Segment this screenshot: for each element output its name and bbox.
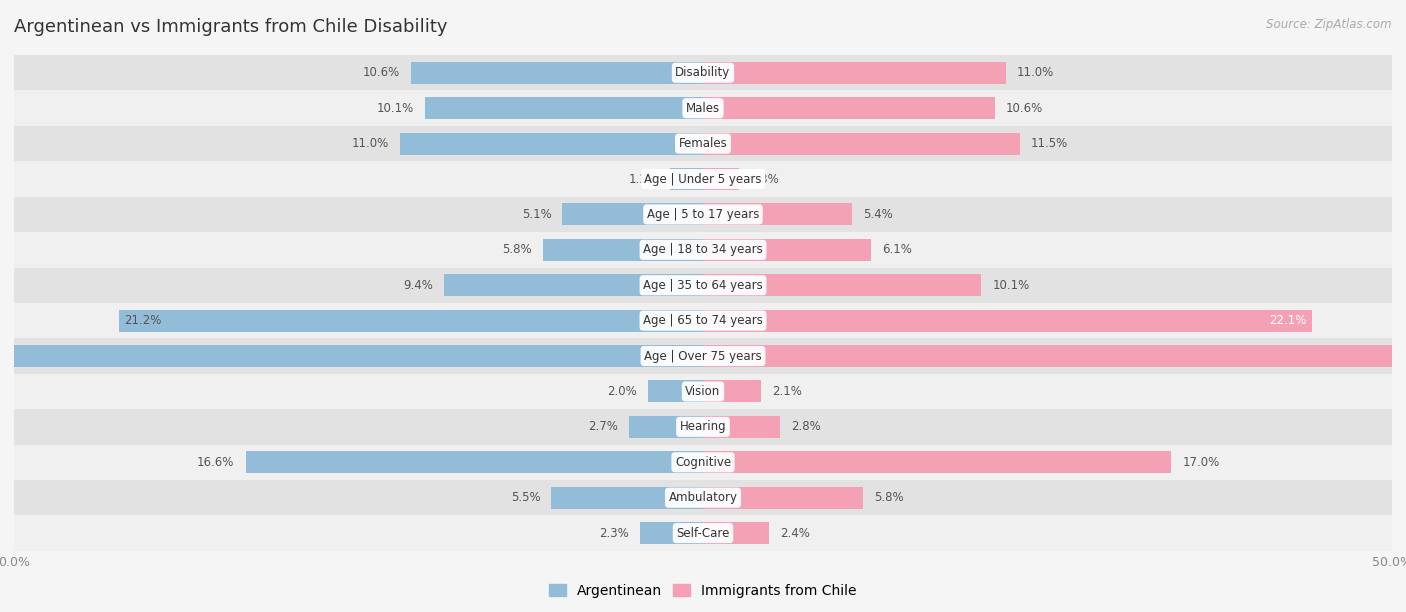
Bar [703,522,769,544]
Bar [703,62,1007,84]
Bar [118,310,703,332]
Text: Age | Over 75 years: Age | Over 75 years [644,349,762,362]
Bar [14,303,1392,338]
Text: 1.2%: 1.2% [628,173,659,185]
Bar [0,345,703,367]
Bar [14,338,1392,374]
Text: 2.3%: 2.3% [599,526,628,540]
Text: Age | Under 5 years: Age | Under 5 years [644,173,762,185]
Bar [703,451,1171,473]
Bar [14,162,1392,196]
Bar [703,133,1019,155]
Text: Males: Males [686,102,720,114]
Bar [703,310,1312,332]
Bar [703,381,761,403]
Bar [14,267,1392,303]
Bar [14,91,1392,126]
Bar [444,274,703,296]
Bar [14,444,1392,480]
Text: 6.1%: 6.1% [882,244,912,256]
Text: Age | 18 to 34 years: Age | 18 to 34 years [643,244,763,256]
Bar [411,62,703,84]
Text: 11.5%: 11.5% [1031,137,1069,150]
Text: 5.4%: 5.4% [863,208,893,221]
Bar [399,133,703,155]
Text: 16.6%: 16.6% [197,456,235,469]
Text: 2.8%: 2.8% [792,420,821,433]
Bar [14,480,1392,515]
Legend: Argentinean, Immigrants from Chile: Argentinean, Immigrants from Chile [544,578,862,603]
Text: Hearing: Hearing [679,420,727,433]
Text: 2.4%: 2.4% [780,526,810,540]
Bar [669,168,703,190]
Text: 1.3%: 1.3% [749,173,779,185]
Text: 17.0%: 17.0% [1182,456,1220,469]
Text: 5.5%: 5.5% [510,491,540,504]
Bar [14,55,1392,91]
Text: 11.0%: 11.0% [1017,66,1054,80]
Text: 2.1%: 2.1% [772,385,801,398]
Bar [425,97,703,119]
Bar [14,196,1392,232]
Text: Ambulatory: Ambulatory [668,491,738,504]
Text: Argentinean vs Immigrants from Chile Disability: Argentinean vs Immigrants from Chile Dis… [14,18,447,36]
Text: Age | 65 to 74 years: Age | 65 to 74 years [643,314,763,327]
Text: 9.4%: 9.4% [404,278,433,292]
Text: Age | 5 to 17 years: Age | 5 to 17 years [647,208,759,221]
Bar [14,374,1392,409]
Bar [703,345,1406,367]
Text: 22.1%: 22.1% [1270,314,1306,327]
Text: Disability: Disability [675,66,731,80]
Bar [703,274,981,296]
Bar [703,203,852,225]
Text: 10.1%: 10.1% [993,278,1029,292]
Text: 10.6%: 10.6% [1007,102,1043,114]
Bar [551,487,703,509]
Bar [703,239,872,261]
Bar [628,416,703,438]
Bar [14,232,1392,267]
Text: 5.8%: 5.8% [502,244,531,256]
Text: 11.0%: 11.0% [352,137,389,150]
Text: 5.1%: 5.1% [522,208,551,221]
Bar [703,97,995,119]
Bar [543,239,703,261]
Bar [648,381,703,403]
Bar [14,515,1392,551]
Text: 5.8%: 5.8% [875,491,904,504]
Text: 2.7%: 2.7% [588,420,617,433]
Bar [703,168,738,190]
Bar [14,409,1392,444]
Bar [640,522,703,544]
Text: 2.0%: 2.0% [607,385,637,398]
Text: Cognitive: Cognitive [675,456,731,469]
Text: Vision: Vision [685,385,721,398]
Text: Age | 35 to 64 years: Age | 35 to 64 years [643,278,763,292]
Text: 10.1%: 10.1% [377,102,413,114]
Text: Source: ZipAtlas.com: Source: ZipAtlas.com [1267,18,1392,31]
Text: Females: Females [679,137,727,150]
Bar [703,487,863,509]
Bar [246,451,703,473]
Bar [562,203,703,225]
Text: 10.6%: 10.6% [363,66,399,80]
Text: 21.2%: 21.2% [124,314,162,327]
Bar [14,126,1392,162]
Bar [703,416,780,438]
Text: Self-Care: Self-Care [676,526,730,540]
